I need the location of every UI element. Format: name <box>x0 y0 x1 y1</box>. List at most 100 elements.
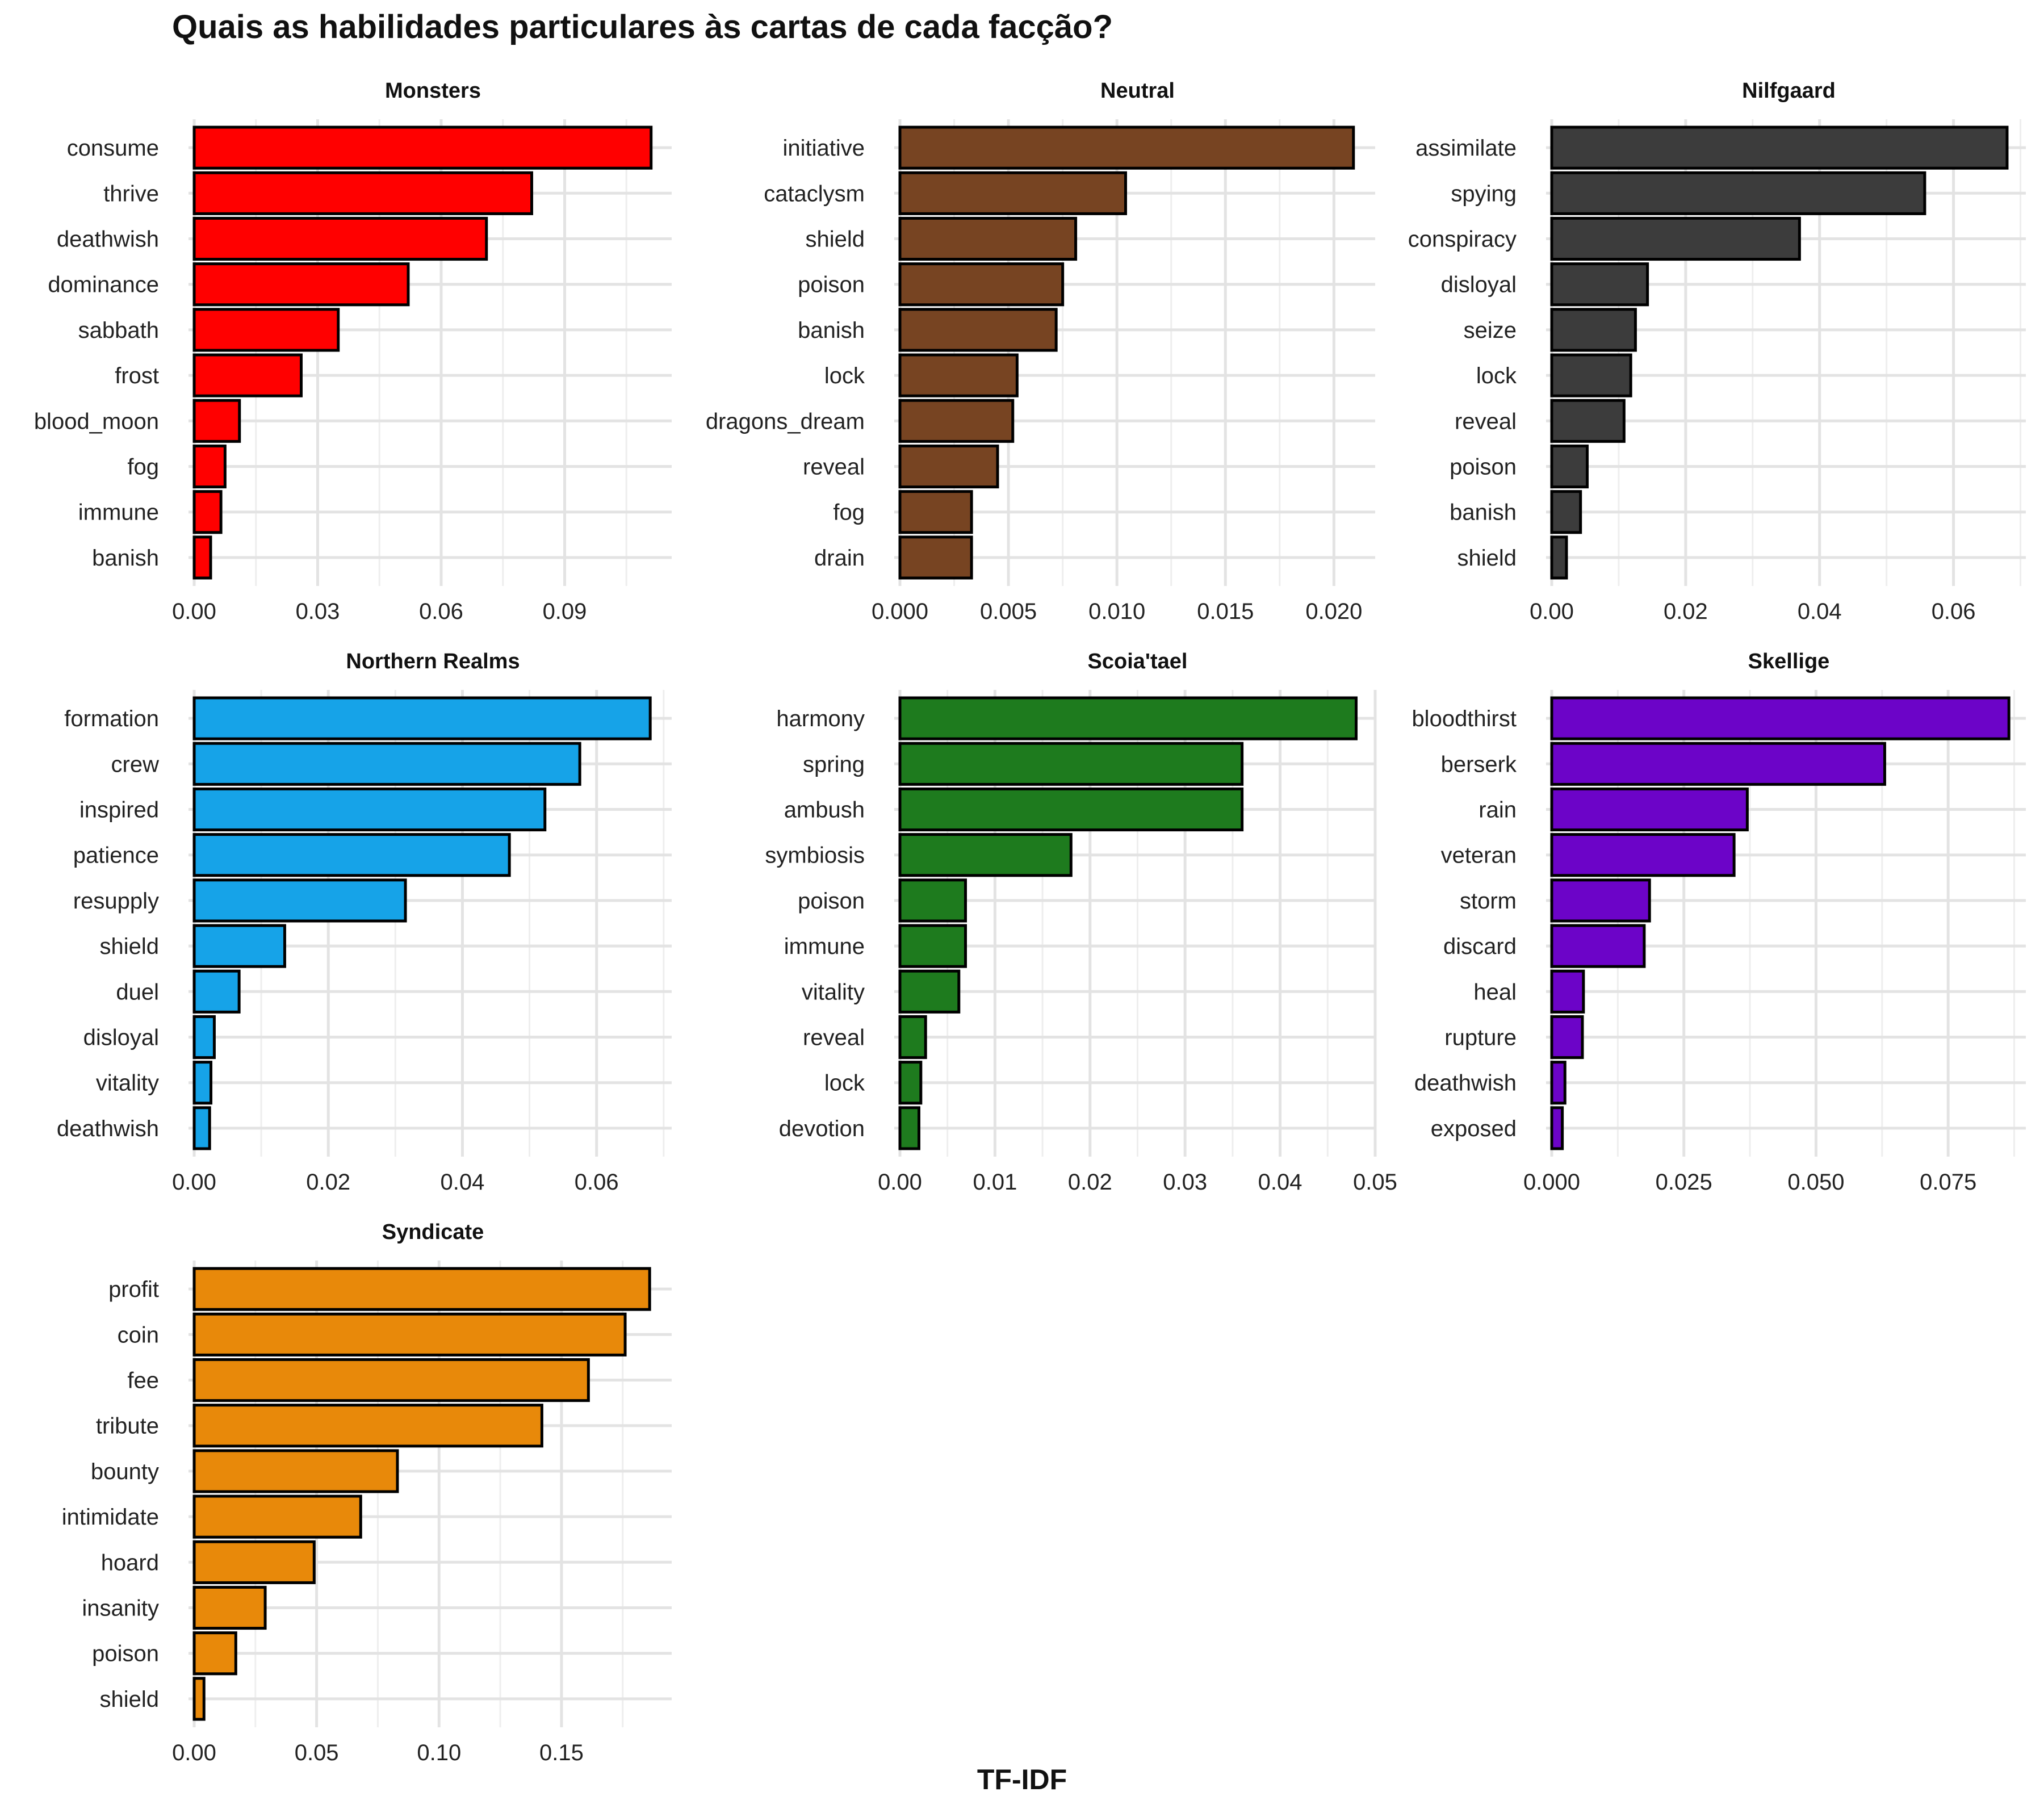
bar-neutral-shield <box>898 216 1078 261</box>
x-tick-label: 0.03 <box>296 599 340 624</box>
category-label: formation <box>64 706 159 731</box>
x-tick-label: 0.050 <box>1787 1170 1844 1195</box>
panel-syndicate: profit coin fee tribute bounty intimidate hoar… <box>62 1220 672 1765</box>
bar-northern-realms-disloyal <box>192 1015 216 1060</box>
category-label: insanity <box>82 1596 159 1621</box>
bar-skellige-rupture <box>1550 1015 1584 1060</box>
x-tick-label: 0.09 <box>543 599 587 624</box>
category-label: poison <box>798 889 865 914</box>
bar-syndicate-bounty <box>192 1449 399 1493</box>
bar-syndicate-shield <box>192 1677 206 1721</box>
x-tick-label: 0.00 <box>1530 599 1574 624</box>
panel-northern-realms: formation crew inspired patience resupply shi… <box>57 650 672 1195</box>
category-label: vitality <box>802 979 865 1004</box>
bar-syndicate-coin <box>192 1312 627 1357</box>
category-label: disloyal <box>1441 273 1517 298</box>
bar-neutral-poison <box>898 262 1065 307</box>
bar-northern-realms-shield <box>192 924 286 968</box>
x-tick-label: 0.04 <box>441 1170 485 1195</box>
category-label: banish <box>92 546 159 571</box>
category-label: initiative <box>782 136 865 161</box>
bar-neutral-cataclysm <box>898 171 1127 215</box>
x-tick-label: 0.00 <box>172 1170 216 1195</box>
x-tick-label: 0.025 <box>1656 1170 1712 1195</box>
x-tick-label: 0.02 <box>1068 1170 1112 1195</box>
x-tick-label: 0.010 <box>1088 599 1145 624</box>
bar-scoia-tael-spring <box>898 742 1244 786</box>
bar-nilfgaard-poison <box>1550 444 1589 489</box>
category-label: symbiosis <box>765 843 865 868</box>
category-label: sabbath <box>78 318 159 343</box>
x-tick-label: 0.06 <box>419 599 463 624</box>
category-label: blood_moon <box>34 409 159 434</box>
category-label: profit <box>108 1277 159 1302</box>
category-label: exposed <box>1431 1116 1517 1141</box>
category-label: lock <box>824 363 865 388</box>
bar-syndicate-hoard <box>192 1540 316 1584</box>
bar-monsters-immune <box>192 490 223 534</box>
bar-scoia-tael-ambush <box>898 787 1244 832</box>
panel-scoia-tael: harmony spring ambush symbiosis poison immune… <box>765 650 1397 1195</box>
category-label: tribute <box>96 1414 159 1439</box>
panel-title: Neutral <box>1100 79 1175 103</box>
bar-neutral-fog <box>898 490 973 534</box>
bar-nilfgaard-lock <box>1550 353 1632 397</box>
bar-northern-realms-deathwish <box>192 1106 211 1150</box>
category-label: thrive <box>103 181 159 206</box>
bar-northern-realms-patience <box>192 833 511 877</box>
category-label: reveal <box>803 455 865 480</box>
x-tick-label: 0.015 <box>1197 599 1254 624</box>
category-label: immune <box>78 500 159 525</box>
bar-neutral-lock <box>898 353 1019 397</box>
bar-nilfgaard-shield <box>1550 535 1568 580</box>
x-tick-label: 0.075 <box>1920 1170 1976 1195</box>
x-tick-label: 0.02 <box>306 1170 350 1195</box>
bar-skellige-rain <box>1550 787 1749 832</box>
bar-nilfgaard-reveal <box>1550 399 1626 443</box>
bar-skellige-discard <box>1550 924 1646 968</box>
category-label: fog <box>833 500 865 525</box>
bar-syndicate-profit <box>192 1267 651 1311</box>
bar-scoia-tael-symbiosis <box>898 833 1073 877</box>
bar-syndicate-tribute <box>192 1404 543 1448</box>
page-title: Quais as habilidades particulares às car… <box>172 9 1113 45</box>
panel-title: Scoia'tael <box>1088 650 1188 673</box>
category-label: drain <box>814 546 865 571</box>
category-label: coin <box>118 1322 159 1347</box>
panel-title: Skellige <box>1748 650 1830 673</box>
category-label: fog <box>127 455 159 480</box>
panel-neutral: initiative cataclysm shield poison banish loc… <box>706 79 1375 624</box>
x-tick-label: 0.005 <box>980 599 1037 624</box>
panel-title: Monsters <box>385 79 481 103</box>
bar-nilfgaard-disloyal <box>1550 262 1649 307</box>
bar-skellige-veteran <box>1550 833 1736 877</box>
bar-neutral-banish <box>898 308 1058 352</box>
category-label: cataclysm <box>764 181 865 206</box>
bar-northern-realms-vitality <box>192 1061 213 1105</box>
bar-syndicate-intimidate <box>192 1494 362 1539</box>
bar-monsters-fog <box>192 444 227 489</box>
category-label: poison <box>798 273 865 298</box>
x-tick-label: 0.15 <box>539 1740 584 1765</box>
bar-monsters-thrive <box>192 171 533 215</box>
category-label: harmony <box>776 706 865 731</box>
bar-northern-realms-inspired <box>192 787 547 832</box>
category-label: frost <box>115 363 159 388</box>
bar-syndicate-insanity <box>192 1585 267 1630</box>
category-label: patience <box>73 843 159 868</box>
bar-skellige-bloodthirst <box>1550 696 2011 740</box>
category-label: deathwish <box>1414 1071 1517 1096</box>
category-label: vitality <box>96 1071 159 1096</box>
category-label: ambush <box>784 798 865 823</box>
bar-nilfgaard-conspiracy <box>1550 216 1801 261</box>
category-label: storm <box>1460 889 1517 914</box>
x-tick-label: 0.04 <box>1798 599 1842 624</box>
category-label: deathwish <box>57 1116 159 1141</box>
category-label: dragons_dream <box>706 409 865 434</box>
panel-skellige: bloodthirst berserk rain veteran storm discar… <box>1411 650 2026 1195</box>
category-label: inspired <box>79 798 159 823</box>
category-label: veteran <box>1441 843 1517 868</box>
bar-nilfgaard-assimilate <box>1550 125 2009 170</box>
x-tick-label: 0.000 <box>872 599 928 624</box>
